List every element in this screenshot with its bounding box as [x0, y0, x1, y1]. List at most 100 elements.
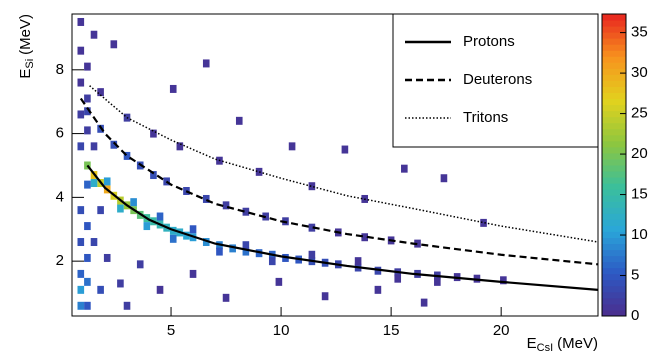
- colorbar-step: [602, 177, 626, 184]
- y-axis-label-sub: Si: [24, 59, 36, 69]
- colorbar-step: [602, 243, 626, 251]
- colorbar-step: [602, 140, 626, 148]
- heatmap-cell: [394, 274, 402, 283]
- heatmap-cell: [321, 292, 329, 301]
- heatmap-cell: [480, 218, 487, 227]
- colorbar-tick-label: 30: [631, 64, 648, 81]
- heatmap-cell: [77, 301, 85, 310]
- legend-label: Protons: [463, 33, 515, 50]
- heatmap-cell: [268, 257, 276, 266]
- colorbar-step: [602, 152, 626, 160]
- heatmap-cell: [440, 174, 448, 183]
- colorbar-step: [602, 279, 626, 287]
- y-tick-label: 6: [56, 125, 64, 142]
- heatmap-cell: [90, 179, 98, 188]
- heatmap-cell: [77, 142, 85, 151]
- heatmap-cell: [434, 277, 441, 286]
- heatmap-cell: [84, 62, 91, 71]
- heatmap-cell: [288, 142, 296, 151]
- colorbar-step: [602, 68, 626, 75]
- colorbar-step: [602, 231, 626, 238]
- heatmap-cell: [308, 250, 316, 259]
- heatmap-cell: [90, 30, 98, 39]
- heatmap-cell: [242, 207, 250, 216]
- colorbar-step: [602, 189, 626, 196]
- colorbar-step: [602, 80, 626, 87]
- heatmap-cell: [77, 269, 85, 278]
- heatmap-cell: [216, 247, 223, 256]
- colorbar-step: [602, 134, 626, 142]
- colorbar-step: [602, 110, 626, 118]
- heatmap-cell: [117, 279, 124, 288]
- colorbar-step: [602, 171, 626, 178]
- heatmap-cell: [229, 244, 236, 253]
- heatmap-cell: [169, 234, 177, 243]
- colorbar-step: [602, 285, 626, 293]
- colorbar-tick-label: 15: [631, 186, 648, 203]
- heatmap-cell: [84, 94, 91, 103]
- x-tick-label: 15: [383, 322, 400, 339]
- colorbar-step: [602, 14, 626, 21]
- x-axis-label-main: E: [527, 335, 537, 352]
- x-tick-label: 20: [493, 322, 510, 339]
- colorbar-step: [602, 165, 626, 172]
- heatmap-cell: [308, 182, 316, 191]
- colorbar-step: [602, 98, 626, 106]
- heatmap-cell: [242, 241, 250, 250]
- heatmap-cell: [202, 194, 210, 203]
- heatmap-cell: [84, 107, 91, 116]
- colorbar-step: [602, 44, 626, 51]
- heatmap-cell: [130, 198, 137, 207]
- heatmap-cell: [255, 167, 263, 176]
- colorbar-step: [602, 249, 626, 257]
- colorbar-step: [602, 86, 626, 94]
- heatmap-cell: [103, 253, 111, 262]
- heatmap-cell: [77, 46, 85, 55]
- legend-label: Tritons: [463, 109, 508, 126]
- heatmap-cell: [242, 247, 250, 256]
- colorbar-step: [602, 92, 626, 100]
- plot-frame: [71, 13, 599, 317]
- heatmap-cell: [202, 59, 210, 68]
- heatmap-cell: [354, 257, 362, 266]
- colorbar-frame: [601, 13, 627, 317]
- y-tick-label: 2: [56, 252, 64, 269]
- colorbar-step: [602, 213, 626, 220]
- heatmap-cell: [183, 231, 190, 240]
- colorbar-tick-label: 20: [631, 145, 648, 162]
- colorbar-step: [602, 309, 626, 317]
- curve: [79, 97, 599, 266]
- x-axis-label: ECsI (MeV): [527, 335, 598, 353]
- heatmap-cell: [235, 116, 243, 125]
- heatmap-cell: [150, 129, 157, 138]
- colorbar-tick-label: 0: [631, 307, 639, 324]
- colorbar-step: [602, 291, 626, 299]
- heatmap-cell: [176, 142, 184, 151]
- colorbar-step: [602, 122, 626, 130]
- colorbar-step: [602, 38, 626, 45]
- heatmap-cell: [97, 206, 104, 215]
- colorbar-step: [602, 62, 626, 69]
- heatmap-cell: [123, 151, 131, 160]
- colorbar-step: [602, 225, 626, 232]
- heatmap-cell: [84, 180, 91, 189]
- heatmap-cell: [84, 222, 91, 231]
- x-tick-label: 10: [273, 322, 290, 339]
- y-axis-label-main: E: [17, 69, 34, 79]
- heatmap-cell: [90, 238, 98, 247]
- colorbar-tick-label: 5: [631, 266, 639, 283]
- colorbar-step: [602, 104, 626, 112]
- colorbar-step: [602, 261, 626, 269]
- x-tick-label: 5: [167, 322, 175, 339]
- heatmap-cell: [77, 206, 85, 215]
- heatmap-cell: [84, 253, 91, 262]
- heatmap-cell: [308, 223, 316, 232]
- heatmap-cell: [123, 301, 131, 310]
- heatmap-cell: [189, 225, 197, 234]
- colorbar-step: [602, 195, 626, 202]
- colorbar-step: [602, 201, 626, 208]
- legend-label: Deuterons: [463, 71, 532, 88]
- heatmap-cell: [77, 238, 85, 247]
- heatmap-cell: [222, 201, 230, 210]
- heatmap-cell: [84, 277, 91, 286]
